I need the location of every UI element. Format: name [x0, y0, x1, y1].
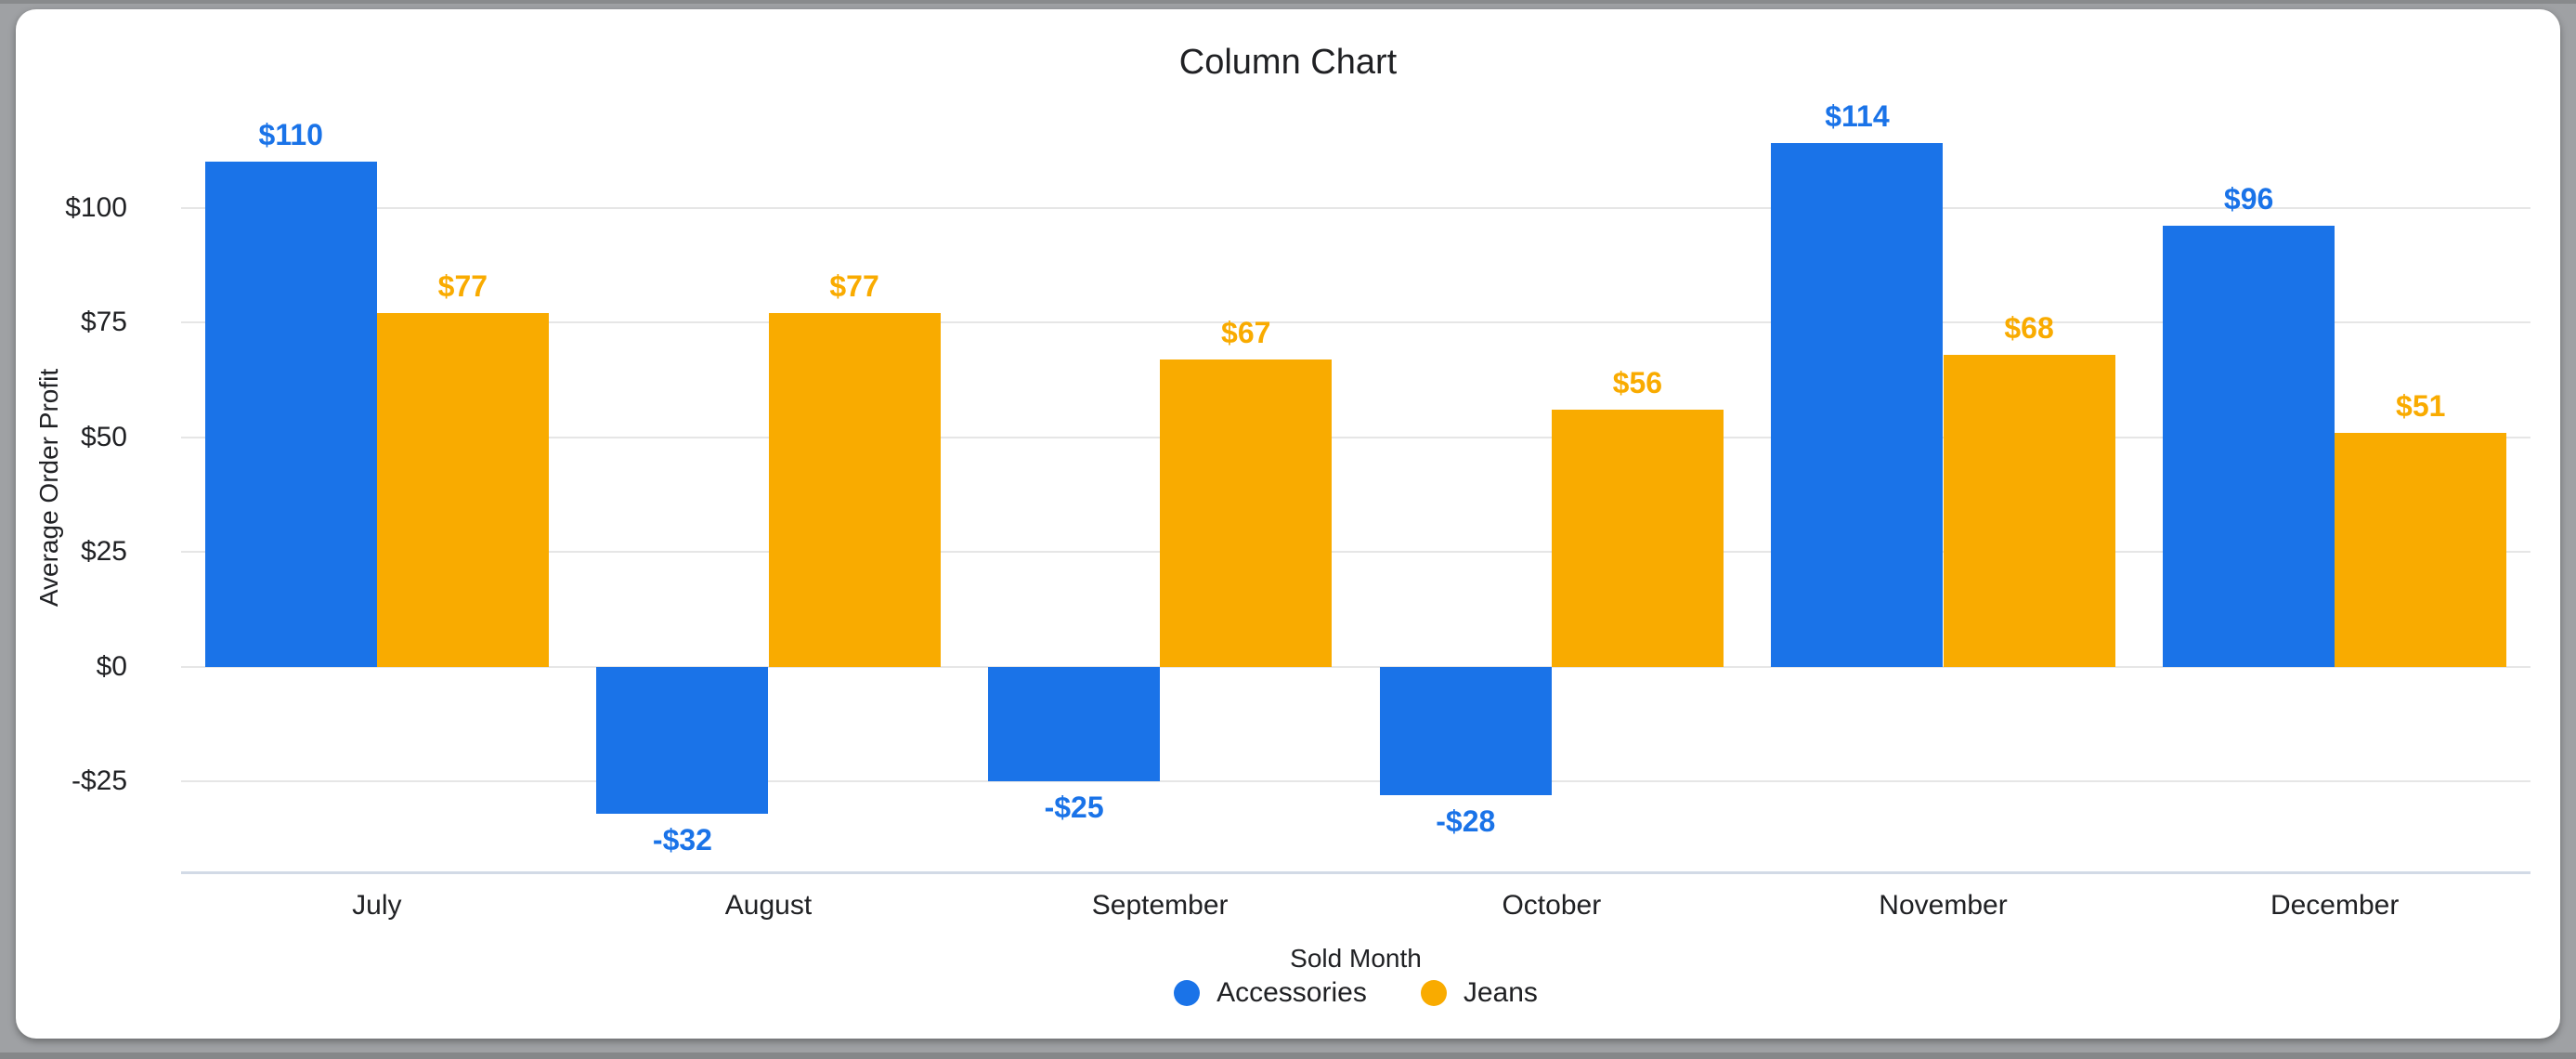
- y-tick-label: $75: [80, 307, 127, 338]
- bar-jeans-december[interactable]: [2335, 432, 2507, 667]
- x-tick-label-september: September: [1091, 890, 1229, 921]
- bar-accessories-july[interactable]: [204, 162, 377, 667]
- bar-jeans-july[interactable]: [376, 313, 549, 667]
- x-axis-baseline: [181, 871, 2530, 874]
- legend-item-jeans[interactable]: Jeans: [1420, 977, 1538, 1009]
- legend-swatch-accessories: [1174, 980, 1201, 1006]
- data-label-jeans-october: $56: [1612, 366, 1663, 399]
- bar-jeans-november[interactable]: [1943, 354, 2115, 667]
- data-label-accessories-november: $114: [1825, 99, 1890, 134]
- x-axis-title: Sold Month: [1290, 944, 1422, 973]
- x-tick-label-july: July: [352, 890, 402, 921]
- chart-title: Column Chart: [1178, 43, 1398, 82]
- y-tick-label: $25: [80, 536, 127, 568]
- gridline--25: [181, 551, 2530, 554]
- bar-jeans-august[interactable]: [768, 313, 941, 667]
- y-tick-label: $50: [80, 421, 127, 452]
- x-tick-label-december: December: [2270, 890, 2400, 921]
- legend-label: Jeans: [1463, 977, 1538, 1008]
- bar-accessories-november[interactable]: [1771, 143, 1944, 667]
- data-label-accessories-december: $96: [2223, 182, 2274, 216]
- x-tick-label-november: November: [1879, 890, 2008, 921]
- bar-accessories-december[interactable]: [2163, 226, 2335, 667]
- data-label-accessories-july: $110: [258, 118, 323, 152]
- legend: Accessories Jeans: [181, 977, 2530, 1009]
- gridline--50: [181, 436, 2530, 438]
- plot-area: $100 $75 $50 $25 $0 -$25 $110 -$32 -$25 -$28 $114 $…: [65, 99, 2530, 921]
- screen-edge-top: [0, 0, 2576, 4]
- y-axis-title: Average Order Profit: [34, 368, 63, 608]
- y-tick-label: $100: [65, 191, 127, 223]
- screen-edge-bottom: [0, 1052, 2576, 1059]
- data-label-jeans-september: $67: [1221, 315, 1271, 349]
- data-label-jeans-november: $68: [2004, 310, 2054, 345]
- data-label-jeans-july: $77: [437, 269, 488, 304]
- bar-accessories-october[interactable]: [1379, 666, 1552, 795]
- data-label-jeans-august: $77: [829, 269, 879, 304]
- y-tick-label: $0: [96, 650, 127, 682]
- data-label-accessories-september: -$25: [1044, 791, 1104, 825]
- bar-jeans-october[interactable]: [1551, 410, 1724, 667]
- chart-card: Column Chart Average Order Profit $100 $7…: [16, 9, 2560, 1039]
- legend-swatch-jeans: [1420, 980, 1447, 1006]
- legend-item-accessories[interactable]: Accessories: [1174, 977, 1367, 1009]
- x-tick-label-october: October: [1502, 890, 1602, 921]
- bar-accessories-august[interactable]: [596, 666, 769, 814]
- data-label-jeans-december: $51: [2396, 388, 2446, 423]
- bar-jeans-september[interactable]: [1160, 359, 1333, 667]
- data-label-accessories-august: -$32: [652, 822, 712, 856]
- gridline--100: [181, 206, 2530, 209]
- bar-accessories-september[interactable]: [988, 666, 1161, 782]
- gridline--75: [181, 321, 2530, 324]
- data-label-accessories-october: -$28: [1436, 804, 1496, 838]
- legend-label: Accessories: [1216, 977, 1367, 1008]
- gridline--25: [181, 780, 2530, 783]
- y-tick-label: -$25: [71, 765, 127, 797]
- gridline--0: [181, 665, 2530, 668]
- x-tick-label-august: August: [724, 890, 813, 921]
